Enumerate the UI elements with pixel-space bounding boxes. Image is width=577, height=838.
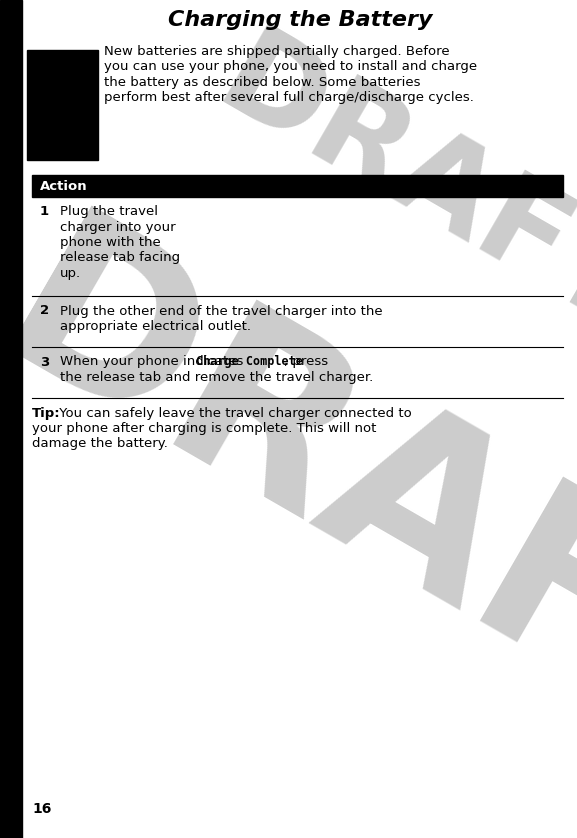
Text: Plug the other end of the travel charger into the: Plug the other end of the travel charger… <box>60 304 383 318</box>
Text: the release tab and remove the travel charger.: the release tab and remove the travel ch… <box>60 371 373 384</box>
Text: 1: 1 <box>40 205 49 218</box>
Bar <box>0 0 22 838</box>
Text: charger into your: charger into your <box>60 220 175 234</box>
Text: you can use your phone, you need to install and charge: you can use your phone, you need to inst… <box>104 60 477 74</box>
Text: Tip:: Tip: <box>32 406 61 420</box>
Text: , press: , press <box>283 355 328 369</box>
Text: Getting Started: Getting Started <box>5 396 17 499</box>
Text: Charge Complete: Charge Complete <box>197 355 304 369</box>
Text: 3: 3 <box>40 355 49 369</box>
Text: the battery as described below. Some batteries: the battery as described below. Some bat… <box>104 76 421 89</box>
Text: You can safely leave the travel charger connected to: You can safely leave the travel charger … <box>55 406 412 420</box>
Text: DRAFT: DRAFT <box>197 18 577 357</box>
Text: up.: up. <box>60 267 81 280</box>
Bar <box>32 175 563 197</box>
Text: phone with the: phone with the <box>60 236 161 249</box>
Text: Action: Action <box>40 179 88 193</box>
Text: Plug the travel: Plug the travel <box>60 205 158 218</box>
Text: release tab facing: release tab facing <box>60 251 180 265</box>
Text: Charging the Battery: Charging the Battery <box>168 10 432 30</box>
Bar <box>27 50 98 160</box>
Text: 2: 2 <box>40 304 49 318</box>
Text: When your phone indicates: When your phone indicates <box>60 355 248 369</box>
Text: damage the battery.: damage the battery. <box>32 437 168 451</box>
Text: New batteries are shipped partially charged. Before: New batteries are shipped partially char… <box>104 45 449 58</box>
Text: 16: 16 <box>32 802 51 816</box>
Text: your phone after charging is complete. This will not: your phone after charging is complete. T… <box>32 422 376 435</box>
Text: perform best after several full charge/discharge cycles.: perform best after several full charge/d… <box>104 91 474 105</box>
Text: DRAFT: DRAFT <box>0 198 577 819</box>
Text: appropriate electrical outlet.: appropriate electrical outlet. <box>60 320 251 333</box>
